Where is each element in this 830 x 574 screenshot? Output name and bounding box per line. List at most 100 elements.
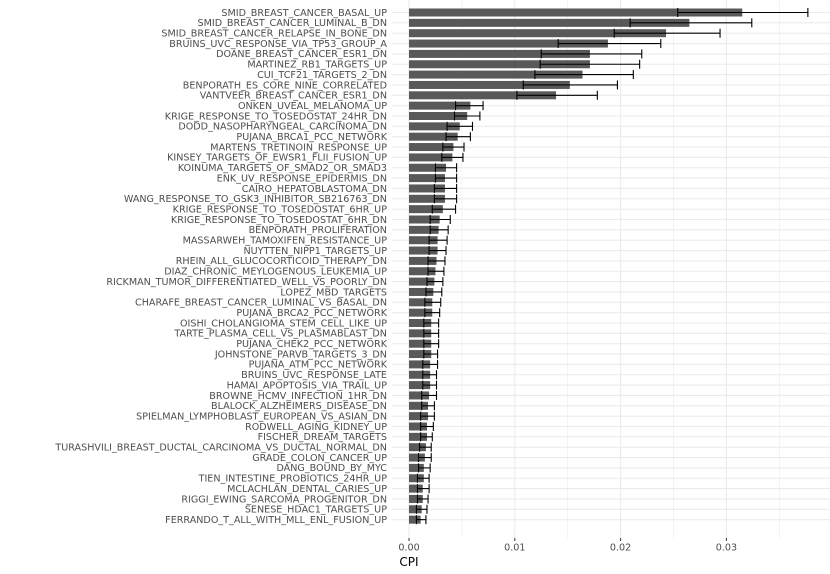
- error-bar: [416, 484, 430, 494]
- error-bar: [421, 401, 435, 411]
- error-bar: [426, 277, 444, 287]
- category-label: KINSEY_TARGETS_OF_EWSR1_FLII_FUSION_UP: [167, 153, 387, 164]
- category-label: SPIELMAN_LYMPHOBLAST_EUROPEAN_VS_ASIAN_D…: [136, 411, 387, 422]
- x-axis-title: CPI: [399, 555, 418, 569]
- bar: [409, 236, 438, 245]
- bar: [409, 298, 433, 307]
- error-bar: [539, 59, 641, 69]
- bars: [409, 8, 743, 524]
- bar: [409, 474, 424, 483]
- category-label: LOPEZ_MBD_TARGETS: [280, 287, 387, 298]
- error-bar: [534, 70, 634, 80]
- category-label: DOANE_BREAST_CANCER_ESR1_DN: [216, 49, 387, 60]
- bar: [409, 360, 431, 369]
- category-label: KOINUMA_TARGETS_OF_SMAD2_OR_SMAD3: [178, 163, 387, 174]
- error-bar: [423, 328, 440, 338]
- error-bar: [420, 411, 435, 421]
- error-bar: [446, 121, 474, 131]
- bar: [409, 18, 690, 27]
- category-label: FISCHER_DREAM_TARGETS: [258, 432, 387, 443]
- error-bar: [416, 494, 429, 504]
- category-label: GRADE_COLON_CANCER_UP: [252, 453, 387, 464]
- bar: [409, 484, 423, 493]
- error-bar: [422, 359, 439, 369]
- error-bar: [453, 111, 481, 121]
- bar: [409, 91, 557, 100]
- category-label: SENESE_HDAC1_TARGETS_UP: [245, 505, 387, 516]
- x-tick-label: 0.01: [504, 543, 525, 554]
- bar: [409, 132, 458, 141]
- error-bar: [429, 215, 451, 224]
- x-tick-label: 0.02: [610, 543, 631, 554]
- category-label: ONKEN_UVEAL_MELANOMA_UP: [238, 101, 387, 112]
- error-bar: [434, 173, 458, 183]
- category-label: CHARAFE_BREAST_CANCER_LUMINAL_VS_BASAL_D…: [135, 298, 387, 309]
- bar: [409, 205, 443, 214]
- error-bar: [429, 225, 449, 235]
- category-label: PUJANA_CHEK2_PCC_NETWORK: [236, 339, 388, 350]
- bar: [409, 463, 424, 472]
- category-label: BENPORATH_PROLIFERATION: [249, 225, 387, 236]
- bar: [409, 432, 427, 441]
- bar: [409, 277, 435, 286]
- x-axis-ticks: 0.00 0.01 0.02 0.03: [398, 538, 737, 554]
- bar: [409, 225, 439, 234]
- bar: [409, 422, 427, 431]
- category-label: MCLACHLAN_DENTAL_CARIES_UP: [227, 484, 387, 495]
- category-label: ENK_UV_RESPONSE_EPIDERMIS_DN: [217, 173, 387, 184]
- category-label: BRUINS_UVC_RESPONSE_VIA_TP53_GROUP_A: [169, 39, 387, 50]
- bar: [409, 122, 460, 131]
- plot-panel-background: [392, 0, 830, 538]
- error-bar: [420, 422, 434, 431]
- error-bar: [431, 204, 457, 214]
- category-label: RHEIN_ALL_GLUCOCORTICOID_THERAPY_DN: [176, 256, 387, 267]
- error-bar: [422, 380, 438, 390]
- bar: [409, 143, 454, 152]
- bar: [409, 339, 432, 348]
- bar: [409, 308, 433, 317]
- category-label: RIGGI_EWING_SARCOMA_PROGENITOR_DN: [181, 494, 387, 505]
- category-label: FERRANDO_T_ALL_WITH_MLL_ENL_FUSION_UP: [165, 515, 387, 526]
- category-label: PUJANA_BRCA2_PCC_NETWORK: [236, 308, 387, 319]
- bar: [409, 453, 425, 462]
- category-label: CUI_TCF21_TARGETS_2_DN: [257, 70, 387, 81]
- category-label: MARTENS_TRETINOIN_RESPONSE_UP: [210, 142, 387, 153]
- error-bar: [427, 256, 446, 266]
- error-bar: [422, 370, 438, 380]
- bar: [409, 153, 453, 162]
- category-label: DANG_BOUND_BY_MYC: [276, 463, 387, 474]
- bar: [409, 401, 429, 410]
- bar: [409, 412, 429, 421]
- category-label: DIAZ_CHRONIC_MEYLOGENOUS_LEUKEMIA_UP: [164, 267, 387, 278]
- category-label: MARTINEZ_RB1_TARGETS_UP: [247, 60, 387, 71]
- bar: [409, 381, 431, 390]
- bar: [409, 60, 590, 69]
- bar: [409, 319, 432, 327]
- bar: [409, 515, 421, 524]
- category-label: MASSARWEH_TAMOXIFEN_RESISTANCE_UP: [183, 236, 388, 247]
- category-label: VANTVEER_BREAST_CANCER_ESR1_DN: [200, 91, 387, 102]
- error-bar: [540, 49, 643, 59]
- error-bar: [427, 266, 445, 276]
- minor-gridlines: [461, 0, 780, 538]
- error-bar: [442, 142, 465, 152]
- error-bar: [415, 515, 427, 525]
- category-label: KRIGE_RESPONSE_TO_TOSEDOSTAT_6HR_UP: [173, 204, 388, 215]
- error-bar: [441, 152, 464, 162]
- bar: [409, 350, 432, 359]
- category-label: PUJANA_ATM_PCC_NETWORK: [249, 360, 388, 371]
- bar: [409, 256, 437, 265]
- x-tick-label: 0.03: [716, 543, 737, 554]
- error-bar: [420, 432, 433, 442]
- bar: [409, 184, 445, 193]
- category-label: NUYTTEN_NIPP1_TARGETS_UP: [243, 246, 387, 257]
- bar: [409, 494, 423, 503]
- error-bar: [417, 453, 432, 463]
- category-label: JOHNSTONE_PARVB_TARGETS_3_DN: [214, 349, 387, 360]
- category-label: RODWELL_AGING_KIDNEY_UP: [245, 422, 387, 433]
- error-bar: [613, 28, 721, 38]
- bar: [409, 267, 436, 276]
- error-bars: [415, 8, 809, 525]
- category-label: BROWNE_HCMV_INFECTION_1HR_DN: [209, 391, 387, 402]
